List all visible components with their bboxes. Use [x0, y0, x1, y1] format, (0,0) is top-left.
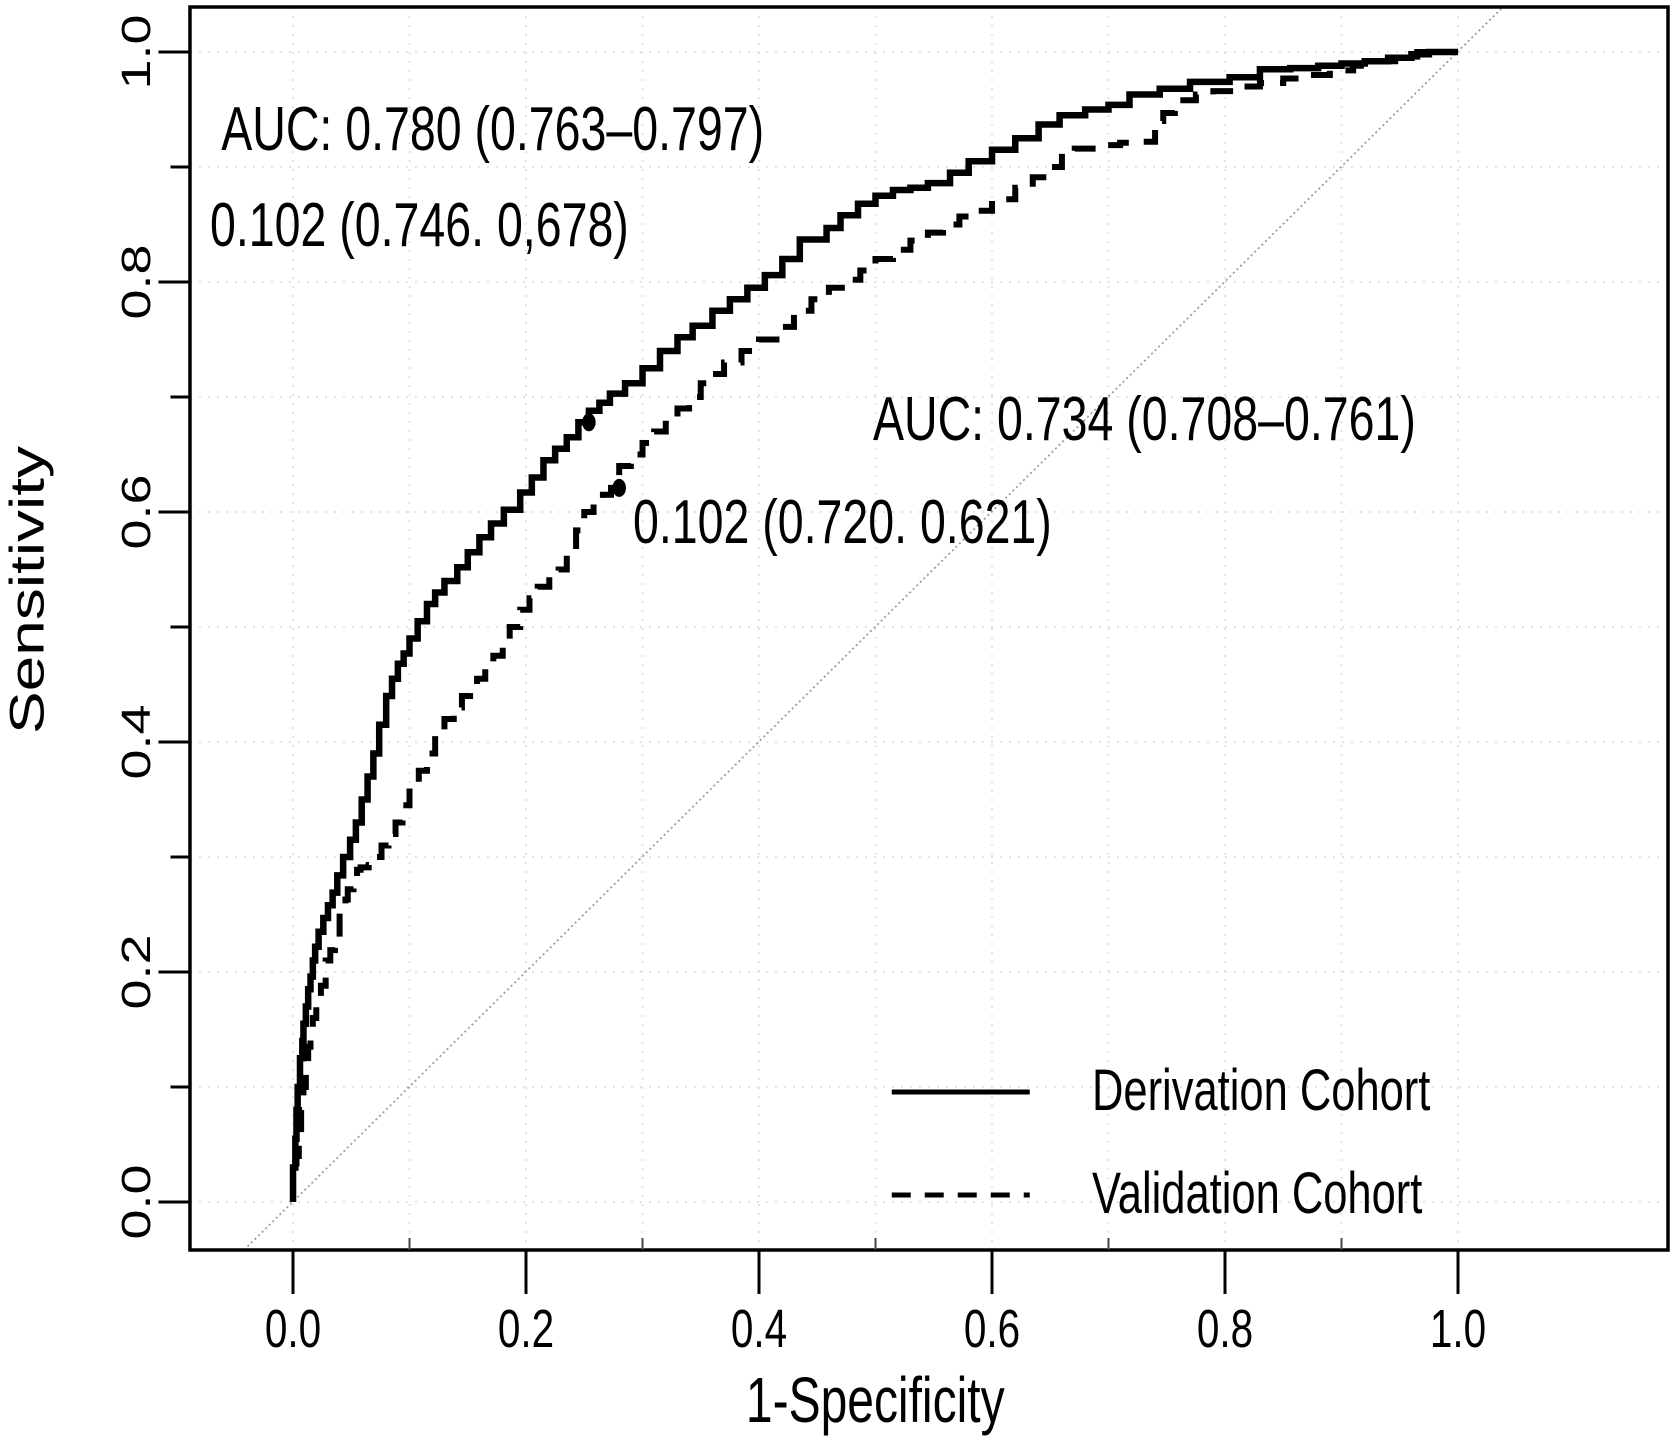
x-axis-tick-label: 0.6 [964, 1299, 1020, 1359]
x-axis-tick-label: 0.2 [498, 1299, 554, 1359]
legend-item-derivation: Derivation Cohort [892, 1058, 1430, 1122]
y-axis-tick-label: 0.6 [114, 474, 159, 549]
y-axis-title: Sensitivity [0, 445, 53, 734]
y-axis-tick-label: 0.0 [114, 1164, 159, 1239]
y-axis-tick-label: 0.2 [114, 934, 159, 1009]
x-axis-tick-label: 0.0 [265, 1299, 321, 1359]
legend: Derivation Cohort Validation Cohort [892, 1058, 1430, 1225]
annotation-cutoff-derivation: 0.102 (0.746. 0,678) [210, 189, 629, 259]
y-axis-tick-label: 1.0 [114, 14, 159, 89]
x-axis-tick-label: 1.0 [1430, 1299, 1486, 1359]
validation-cutoff-point [612, 478, 626, 497]
validation-cohort-curve [293, 52, 1458, 1202]
x-axis-tick-label: 0.8 [1197, 1299, 1253, 1359]
x-axis-tick-label: 0.4 [731, 1299, 787, 1359]
grid-lines [190, 7, 1668, 1250]
x-axis-title: 1-Specificity [746, 1364, 1005, 1435]
derivation-cutoff-point [582, 413, 596, 432]
y-axis-tick-label: 0.8 [114, 244, 159, 319]
legend-item-validation: Validation Cohort [892, 1161, 1422, 1225]
derivation-cohort-curve [293, 52, 1458, 1202]
legend-derivation-label: Derivation Cohort [1092, 1058, 1430, 1122]
y-axis-tick-label: 0.4 [114, 704, 159, 779]
annotation-auc-derivation: AUC: 0.780 (0.763–0.797) [221, 93, 764, 163]
annotation-auc-validation: AUC: 0.734 (0.708–0.761) [873, 383, 1416, 453]
axis-ticks [158, 52, 1458, 1294]
annotation-cutoff-validation: 0.102 (0.720. 0.621) [633, 486, 1052, 556]
legend-validation-label: Validation Cohort [1092, 1161, 1422, 1225]
